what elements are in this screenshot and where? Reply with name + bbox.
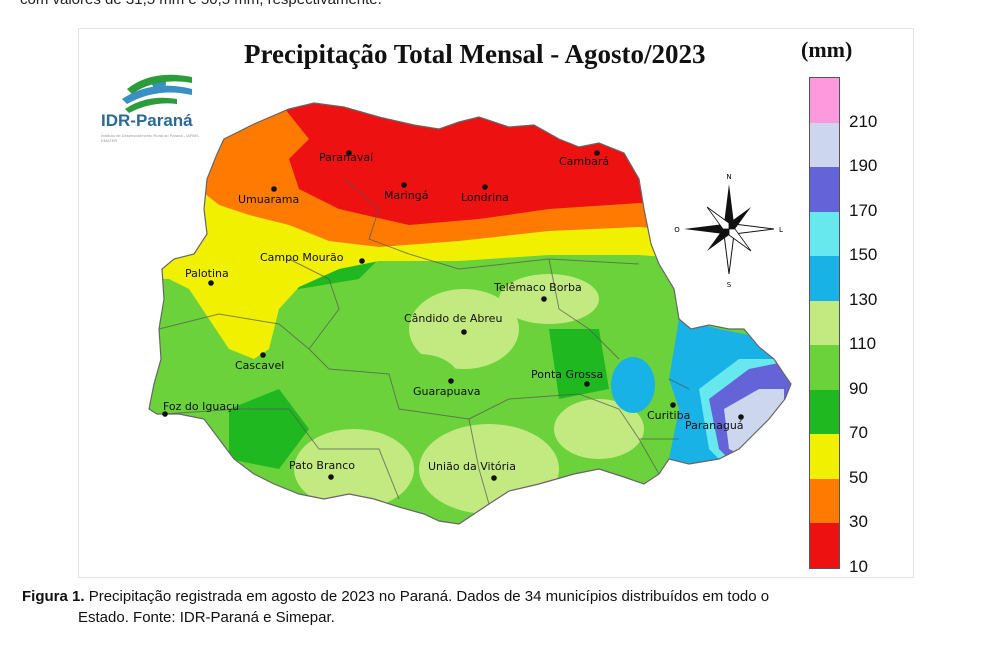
city-label: Telêmaco Borba	[493, 281, 582, 294]
legend-swatch	[810, 122, 839, 168]
caption-label: Figura 1.	[22, 588, 85, 605]
legend-label: 150	[849, 245, 878, 265]
legend-swatch	[810, 478, 839, 524]
color-scale-bar	[809, 77, 840, 569]
city-marker	[584, 381, 590, 387]
legend-swatch	[810, 78, 839, 123]
legend-label: 170	[849, 200, 878, 220]
city-marker	[162, 411, 168, 417]
city-label: Guarapuava	[413, 385, 480, 398]
compass-n: N	[726, 173, 731, 181]
city-marker	[594, 150, 600, 156]
city-marker	[346, 150, 352, 156]
caption-text-line1: Precipitação registrada em agosto de 202…	[88, 588, 770, 605]
city-marker	[401, 182, 407, 188]
legend-label: 110	[849, 334, 877, 354]
figure-caption: Figura 1. Precipitação registrada em ago…	[22, 586, 972, 628]
legend-swatch	[810, 211, 839, 257]
city-label: Palotina	[185, 267, 229, 280]
city-label: Ponta Grossa	[531, 368, 603, 381]
legend-label: 30	[849, 512, 868, 532]
city-label: Maringá	[384, 189, 429, 202]
caption-text-line2: Estado. Fonte: IDR-Paraná e Simepar.	[78, 609, 335, 626]
legend-swatch	[810, 434, 839, 479]
legend-label: 70	[849, 423, 868, 443]
map-title: Precipitação Total Mensal - Agosto/2023	[244, 39, 706, 69]
city-label: Paranaguá	[685, 419, 744, 432]
city-marker	[738, 414, 744, 420]
legend-label: 130	[849, 289, 878, 309]
city-label: Cambará	[559, 155, 609, 168]
logo-text: IDR-Paraná	[101, 111, 193, 130]
city-label: Cândido de Abreu	[404, 312, 502, 325]
city-marker	[260, 352, 266, 358]
legend-swatch	[810, 523, 839, 568]
city-marker	[491, 475, 497, 481]
compass-e: L	[779, 226, 783, 234]
city-label: Campo Mourão	[260, 251, 344, 264]
legend-label: 190	[849, 156, 878, 176]
city-marker	[670, 402, 676, 408]
city-marker	[208, 280, 214, 286]
city-label: Londrina	[461, 191, 509, 204]
precipitation-map-figure: Paranavaí Cambará Umuarama Maringá Londrina C…	[78, 28, 914, 578]
legend-swatch	[810, 389, 839, 435]
compass-s: S	[727, 281, 732, 289]
legend-swatch	[810, 256, 839, 301]
city-label: Foz do Iguaçu	[163, 400, 239, 413]
city-label: Cascavel	[235, 359, 284, 372]
logo-subtext: Instituto de Desenvolvimento Rural do Pa…	[101, 133, 200, 143]
city-marker	[461, 329, 467, 335]
city-markers: Paranavaí Cambará Umuarama Maringá Londrina C…	[162, 150, 744, 481]
compass-rose-icon: N S L O	[674, 173, 783, 289]
legend-swatch	[810, 345, 839, 390]
city-marker	[359, 258, 365, 264]
legend-label: 210	[849, 111, 878, 131]
city-marker	[448, 378, 454, 384]
legend-swatch	[810, 300, 839, 346]
idr-parana-logo-icon	[122, 74, 192, 113]
city-marker	[328, 474, 334, 480]
city-label: União da Vitória	[428, 460, 516, 473]
legend-swatch	[810, 167, 839, 212]
compass-w: O	[674, 226, 680, 234]
city-marker	[482, 184, 488, 190]
state-border	[148, 102, 792, 525]
previous-paragraph-tail: com valores de 31,5 mm e 50,5 mm, respec…	[20, 0, 382, 8]
city-label: Curitiba	[647, 409, 690, 422]
legend-label: 10	[849, 557, 868, 576]
legend-label: 50	[849, 467, 868, 487]
city-label: Pato Branco	[289, 459, 355, 472]
city-label: Umuarama	[238, 193, 299, 206]
city-label: Paranavaí	[319, 151, 374, 164]
city-marker	[541, 296, 547, 302]
parana-map: Paranavaí Cambará Umuarama Maringá Londrina C…	[148, 102, 792, 525]
city-marker	[271, 186, 277, 192]
legend-label: 90	[849, 378, 868, 398]
legend-unit: (mm)	[801, 37, 853, 62]
